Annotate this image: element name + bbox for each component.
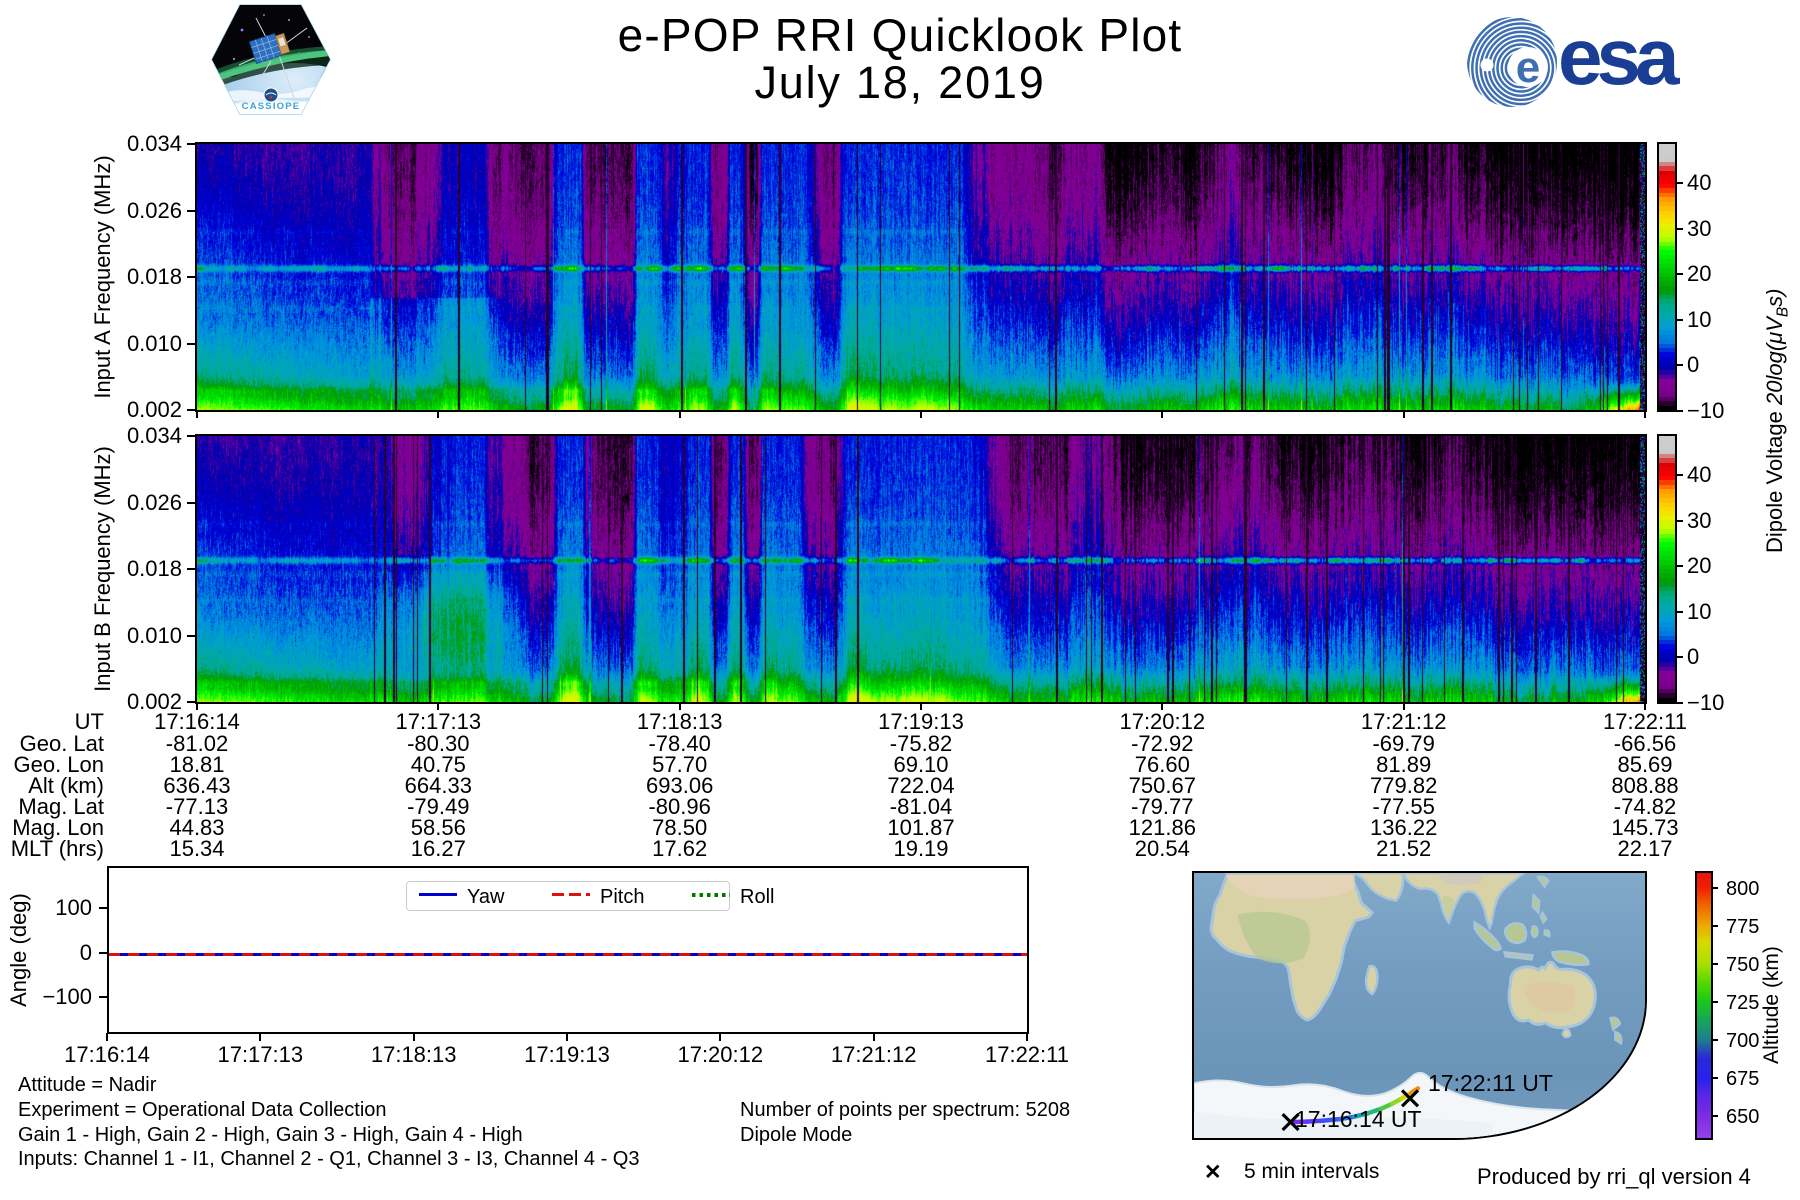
svg-text:e: e xyxy=(1516,43,1540,92)
svg-text:CASSIOPE: CASSIOPE xyxy=(242,101,301,112)
svg-text:esa: esa xyxy=(1558,16,1680,101)
